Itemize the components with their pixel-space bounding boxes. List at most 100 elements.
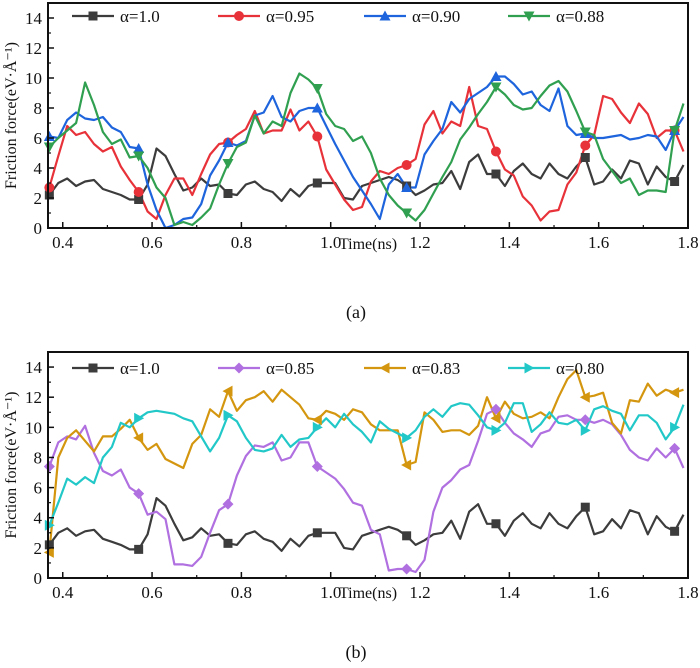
data-marker [401, 160, 412, 170]
y-tick-label: 14 [25, 9, 43, 28]
y-tick-label: 0 [34, 219, 43, 238]
series-line-0 [48, 497, 685, 553]
y-tick-label: 2 [34, 189, 43, 208]
legend-item: α=1.0 [72, 7, 160, 26]
series-line-2 [48, 369, 684, 553]
x-tick-label: 1.6 [588, 233, 609, 252]
legend-marker [88, 363, 98, 373]
y-tick-label: 6 [34, 129, 43, 148]
data-marker [670, 526, 680, 536]
data-marker [490, 403, 502, 415]
legend-label: α=1.0 [120, 7, 160, 26]
legend-label: α=1.0 [120, 359, 160, 378]
x-tick-label: 1.8 [677, 233, 698, 252]
data-marker [580, 424, 591, 436]
data-marker [134, 412, 145, 424]
y-tick-label: 4 [34, 509, 43, 528]
x-tick-label: 0.6 [141, 583, 162, 602]
y-tick-label: 14 [25, 358, 43, 377]
data-marker [490, 71, 502, 81]
data-marker [133, 488, 145, 500]
data-marker [669, 387, 680, 399]
data-marker [401, 208, 413, 219]
data-marker [401, 563, 413, 575]
data-marker [312, 178, 322, 188]
data-marker [133, 143, 145, 153]
data-marker [43, 461, 55, 473]
legend-item: α=0.85 [218, 359, 314, 378]
legend-item: α=0.95 [218, 7, 314, 26]
data-marker [311, 102, 323, 113]
data-marker [670, 177, 680, 186]
x-tick-label: 0.8 [231, 233, 252, 252]
x-tick-label: 1.2 [409, 583, 430, 602]
data-marker [44, 540, 54, 550]
data-marker [133, 432, 144, 444]
legend-marker [523, 11, 535, 22]
y-tick-label: 4 [34, 159, 43, 178]
legend-marker [233, 362, 245, 374]
legend-item: α=0.80 [508, 359, 604, 378]
data-marker [134, 195, 144, 204]
data-marker [312, 131, 323, 142]
x-tick-label: 1.8 [677, 583, 698, 602]
legend-item: α=0.88 [508, 7, 604, 26]
x-tick-label: 1.4 [499, 583, 521, 602]
data-marker [222, 498, 234, 510]
legend-item: α=0.90 [364, 7, 460, 26]
data-marker [491, 169, 501, 179]
data-marker [223, 538, 233, 548]
legend-marker [379, 362, 390, 374]
x-tick-label: 0.6 [141, 233, 162, 252]
plot-frame [47, 2, 689, 229]
series-line-3 [48, 402, 685, 526]
chart-panel-a: 0.4 0.6 0.8 1.0 1.2 1.4 1.6 1.8 0 2 4 6 8 10 12 14 Time(… [2, 2, 699, 323]
legend-label: α=0.90 [412, 7, 460, 26]
data-marker [222, 159, 234, 169]
y-tick-label: 12 [25, 388, 42, 407]
data-marker [401, 182, 413, 192]
data-marker [490, 412, 501, 424]
y-tick-label: 10 [25, 418, 42, 437]
data-marker [491, 424, 502, 436]
data-marker [312, 528, 322, 538]
data-marker [223, 189, 233, 198]
y-tick-label: 10 [25, 69, 42, 88]
data-marker [402, 531, 412, 541]
data-marker [401, 459, 412, 471]
data-marker [43, 131, 55, 141]
legend-label: α=0.85 [266, 359, 314, 378]
data-marker [43, 142, 55, 153]
data-marker [669, 442, 681, 454]
x-tick-label: 1.0 [320, 233, 341, 252]
legend-marker [234, 11, 244, 21]
x-tick-label: 1.2 [409, 233, 430, 252]
data-marker [312, 421, 323, 433]
series-line-1 [48, 85, 685, 222]
legend-marker [524, 362, 535, 374]
x-tick-label: 0.4 [52, 583, 74, 602]
data-marker [222, 137, 234, 147]
data-marker [311, 414, 322, 426]
data-marker [491, 519, 501, 529]
data-marker [44, 190, 54, 200]
legend-marker [379, 10, 391, 21]
x-axis-title: Time(ns) [339, 585, 397, 602]
data-marker [222, 385, 233, 397]
y-axis-title: Friction force(eV·Å⁻¹) [2, 42, 20, 189]
data-marker [134, 544, 144, 554]
data-marker [579, 414, 591, 426]
chart-panel-b: 0.4 0.6 0.8 1.0 1.2 1.4 1.6 1.8 0 2 4 6 8 10 12 14 Time(… [2, 351, 699, 663]
data-marker [579, 127, 591, 138]
x-tick-label: 1.0 [320, 583, 341, 602]
data-marker [580, 502, 590, 512]
data-marker [580, 153, 590, 162]
y-axis-title: Friction force(eV·Å⁻¹) [2, 392, 20, 539]
data-marker [579, 391, 590, 403]
legend-label: α=0.83 [412, 359, 460, 378]
legend-label: α=0.88 [556, 7, 604, 26]
legend-item: α=1.0 [72, 359, 160, 378]
data-marker [402, 432, 413, 444]
data-marker [133, 187, 144, 197]
